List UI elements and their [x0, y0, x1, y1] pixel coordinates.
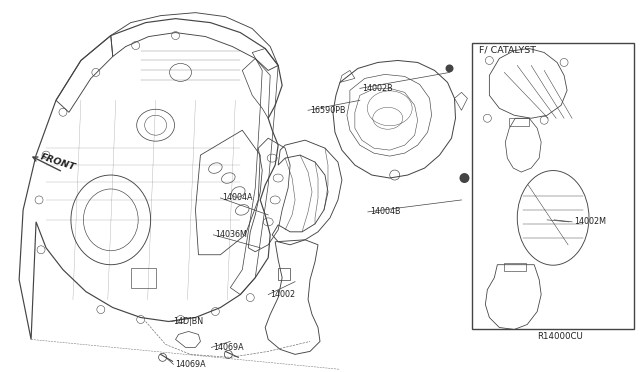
Circle shape: [445, 64, 454, 73]
Text: 14069A: 14069A: [175, 360, 206, 369]
Text: 14002: 14002: [270, 290, 295, 299]
Bar: [509, 118, 529, 126]
Text: 14002M: 14002M: [574, 217, 606, 227]
Bar: [504, 263, 526, 271]
Text: F/ CATALYST: F/ CATALYST: [479, 45, 536, 55]
Text: 14036M: 14036M: [216, 230, 247, 239]
Text: FRONT: FRONT: [39, 152, 77, 172]
Text: 14004A: 14004A: [222, 193, 253, 202]
Bar: [472, 42, 634, 330]
Text: 14D|BN: 14D|BN: [173, 317, 204, 326]
Circle shape: [460, 173, 469, 183]
Text: R14000CU: R14000CU: [537, 333, 583, 341]
Bar: [278, 268, 290, 280]
Text: 16590PB: 16590PB: [310, 106, 346, 115]
Text: 14002B: 14002B: [362, 84, 392, 93]
Bar: [131, 268, 156, 288]
Text: 14004B: 14004B: [370, 208, 400, 217]
Text: 14069A: 14069A: [213, 343, 244, 352]
